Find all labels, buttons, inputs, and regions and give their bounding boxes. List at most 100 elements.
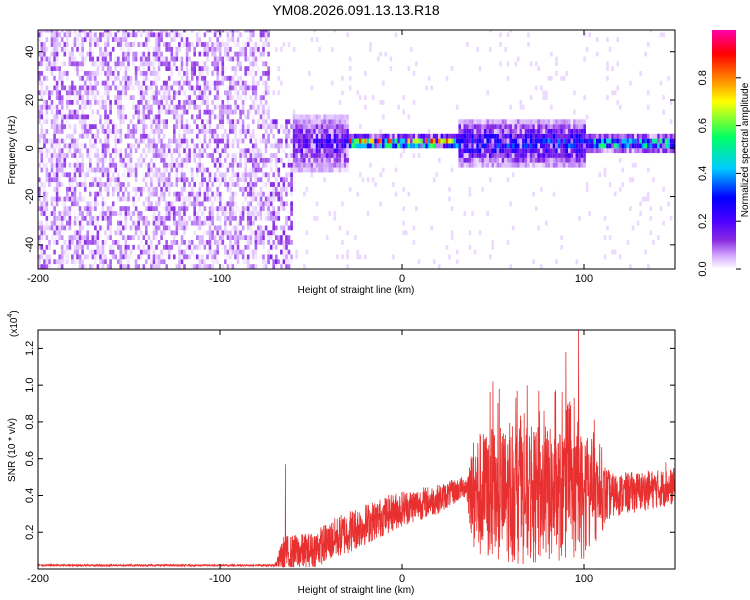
spectrogram-cell bbox=[193, 196, 196, 202]
spectrogram-cell bbox=[458, 119, 461, 125]
spectrogram-cell bbox=[425, 85, 428, 91]
spectrogram-cell bbox=[267, 51, 270, 57]
spectrogram-cell bbox=[537, 157, 540, 163]
spectrogram-cell bbox=[407, 143, 411, 149]
spectrogram-cell bbox=[178, 211, 181, 216]
spectrogram-cell bbox=[201, 66, 204, 71]
spectrogram-cell bbox=[38, 138, 41, 144]
spectrogram-cell bbox=[550, 129, 553, 134]
spectrogram-cell bbox=[96, 56, 100, 62]
spectrogram-cell bbox=[198, 109, 202, 115]
spectrogram-cell bbox=[285, 240, 288, 245]
spectrogram-cell bbox=[550, 51, 553, 57]
spectrogram-cell bbox=[236, 177, 240, 183]
spectrogram-cell bbox=[264, 182, 268, 187]
spectrogram-cell bbox=[150, 220, 153, 226]
spectrogram-cell bbox=[178, 191, 181, 197]
spectrogram-cell bbox=[292, 153, 296, 158]
spectrogram-cell bbox=[246, 42, 250, 47]
spectrogram-cell bbox=[348, 186, 352, 192]
spectrogram-cell bbox=[236, 56, 240, 62]
spectrogram-cell bbox=[297, 157, 301, 163]
spectrogram-cell bbox=[221, 80, 225, 86]
spectrogram-cell bbox=[117, 172, 120, 178]
snr-y-axis-label: SNR (10 * v/v) bbox=[7, 418, 18, 482]
spectrogram-cell bbox=[598, 172, 602, 178]
spectrogram-cell bbox=[50, 61, 54, 67]
spectrogram-cell bbox=[473, 249, 477, 255]
spectrogram-cell bbox=[119, 235, 123, 240]
spectrogram-cell bbox=[68, 220, 72, 226]
spectrogram-cell bbox=[71, 191, 74, 197]
spectrogram-cell bbox=[206, 153, 209, 158]
spectrogram-cell bbox=[621, 167, 625, 173]
spectrogram-cell bbox=[94, 133, 97, 139]
spectrogram-cell bbox=[573, 138, 576, 144]
spectrogram-cell bbox=[142, 114, 146, 120]
spectrogram-cell bbox=[303, 167, 306, 173]
spectrogram-cell bbox=[506, 157, 510, 163]
spectrogram-cell bbox=[221, 109, 225, 115]
spectrogram-cell bbox=[323, 167, 326, 173]
spectrogram-cell bbox=[139, 230, 143, 236]
spectrogram-cell bbox=[114, 162, 117, 168]
spectrogram-cell bbox=[55, 191, 59, 197]
spectrogram-cell bbox=[537, 124, 540, 129]
spectrogram-cell bbox=[55, 119, 59, 125]
spectrogram-cell bbox=[504, 143, 507, 149]
spectrogram-cell bbox=[196, 167, 199, 173]
spectrogram-cell bbox=[231, 249, 235, 255]
spectrogram-cell bbox=[218, 186, 222, 192]
spectrogram-cell bbox=[119, 104, 123, 110]
spectrogram-cell bbox=[236, 191, 240, 197]
spectrogram-cell bbox=[40, 235, 44, 240]
spectrogram-cell bbox=[150, 138, 153, 144]
spectrogram-cell bbox=[300, 133, 303, 139]
spectrogram-cell bbox=[122, 32, 125, 38]
spectrogram-cell bbox=[175, 191, 179, 197]
spectrogram-cell bbox=[300, 119, 303, 125]
spectrogram-cell bbox=[504, 153, 507, 158]
spectrogram-cell bbox=[550, 148, 553, 154]
spectrogram-cell bbox=[252, 215, 255, 221]
spectrogram-cell bbox=[333, 143, 337, 149]
spectrogram-cell bbox=[435, 172, 439, 178]
spectrogram-cell bbox=[60, 85, 64, 91]
spectrogram-cell bbox=[173, 37, 176, 42]
spectrogram-cell bbox=[494, 129, 497, 134]
spectrogram-cell bbox=[145, 206, 148, 211]
spectrogram-cell bbox=[180, 191, 184, 197]
spectrogram-cell bbox=[147, 133, 151, 139]
spectrogram-cell bbox=[290, 191, 293, 197]
spectrogram-cell bbox=[94, 85, 97, 91]
spectrogram-cell bbox=[496, 133, 500, 139]
y-tick-label: 0.6 bbox=[24, 451, 36, 466]
spectrogram-cell bbox=[58, 215, 61, 221]
spectrogram-cell bbox=[40, 157, 44, 163]
spectrogram-cell bbox=[241, 259, 245, 265]
spectrogram-cell bbox=[96, 244, 100, 250]
spectrogram-cell bbox=[269, 157, 273, 163]
spectrogram-cell bbox=[160, 32, 163, 38]
spectrogram-cell bbox=[491, 133, 495, 139]
spectrogram-cell bbox=[101, 95, 105, 100]
spectrogram-cell bbox=[290, 124, 293, 129]
spectrogram-cell bbox=[412, 225, 416, 231]
spectrogram-cell bbox=[38, 30, 41, 33]
spectrogram-cell bbox=[318, 167, 321, 173]
spectrogram-cell bbox=[272, 143, 275, 149]
spectrogram-cell bbox=[147, 85, 151, 91]
spectrogram-cell bbox=[280, 143, 283, 149]
spectrogram-cell bbox=[275, 119, 278, 125]
spectrogram-cell bbox=[162, 220, 166, 226]
spectrogram-cell bbox=[60, 100, 64, 105]
spectrogram-cell bbox=[190, 32, 194, 38]
spectrogram-cell bbox=[537, 133, 540, 139]
spectrogram-cell bbox=[73, 153, 77, 158]
spectrogram-cell bbox=[198, 90, 202, 96]
spectrogram-cell bbox=[173, 201, 176, 207]
spectrogram-cell bbox=[38, 259, 41, 265]
spectrogram-cell bbox=[295, 124, 298, 129]
spectrogram-cell bbox=[124, 75, 128, 81]
spectrogram-cell bbox=[78, 235, 82, 240]
